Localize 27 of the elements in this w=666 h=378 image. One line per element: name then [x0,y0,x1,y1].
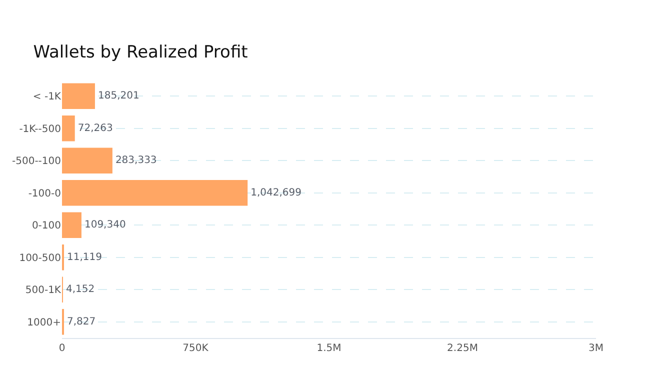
x-tick-label: 750K [182,343,209,354]
data-label: 11,119 [67,252,102,263]
data-label: 4,152 [66,284,95,296]
y-tick-label: -100-0 [28,188,61,200]
bar [62,180,248,206]
y-tick-label: 100-500 [19,252,61,264]
bar [62,83,95,110]
data-label: 185,201 [98,90,140,102]
bar [62,212,82,238]
y-tick-label: < -1K [32,92,62,103]
x-tick-label: 2.25M [447,343,478,354]
y-tick-label: 1000+ [27,317,61,328]
data-label: 283,333 [115,155,157,166]
data-label: 1,042,699 [250,187,302,198]
data-label: 109,340 [84,220,126,231]
y-tick-label: 0-100 [32,220,61,232]
y-tick-label: -1K--500 [19,124,61,135]
bar [62,148,112,174]
data-label: 7,827 [67,316,96,328]
y-tick-label: 500-1K [25,285,62,296]
bar [62,115,75,142]
x-tick-label: 0 [58,343,66,354]
chart-title: Wallets by Realized Profit [33,42,248,62]
x-tick-label: 3M [588,343,604,354]
data-label: 72,263 [78,122,113,134]
x-tick-label: 1.5M [316,343,342,354]
y-tick-label: -500--100 [12,156,61,168]
